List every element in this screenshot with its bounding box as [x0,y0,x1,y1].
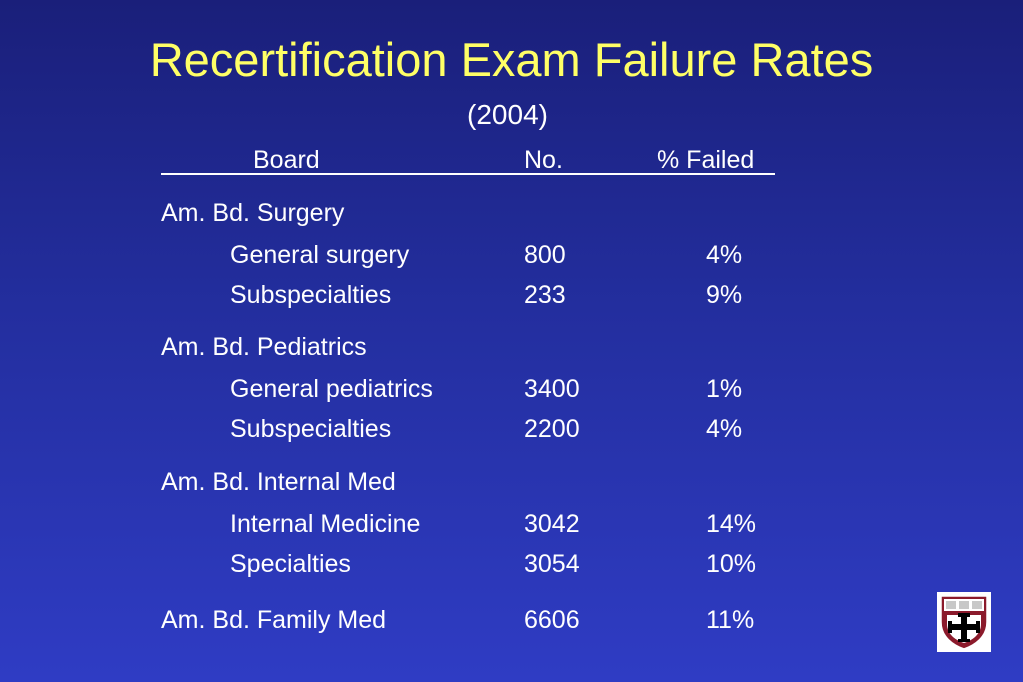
row-pct: 14% [706,510,757,538]
row-pct: 11% [706,606,755,634]
row-no: 3042 [524,510,580,538]
row-label: Subspecialties [230,415,392,443]
row-no: 233 [524,281,566,309]
board-name: Am. Bd. Family Med [161,606,387,634]
row-no: 6606 [524,606,580,634]
row-label: Subspecialties [230,281,392,309]
header-underline [161,173,775,175]
row-label: Specialties [230,550,351,578]
row-pct: 4% [706,415,743,443]
row-no: 2200 [524,415,580,443]
row-pct: 4% [706,241,743,269]
board-name: Am. Bd. Surgery [161,199,345,227]
board-name: Am. Bd. Internal Med [161,468,396,496]
row-pct: 1% [706,375,743,403]
row-pct: 9% [706,281,743,309]
row-label: Internal Medicine [230,510,421,538]
board-name: Am. Bd. Pediatrics [161,333,367,361]
row-no: 800 [524,241,566,269]
row-no: 3054 [524,550,580,578]
header-pct-failed: % Failed [657,146,755,174]
header-no: No. [524,146,563,174]
row-no: 3400 [524,375,580,403]
row-label: General surgery [230,241,410,269]
header-board: Board [253,146,320,174]
shield-crest-icon [937,592,991,652]
slide-title: Recertification Exam Failure Rates [149,33,874,86]
row-label: General pediatrics [230,375,433,403]
slide-subtitle: (2004) [467,99,548,130]
row-pct: 10% [706,550,757,578]
